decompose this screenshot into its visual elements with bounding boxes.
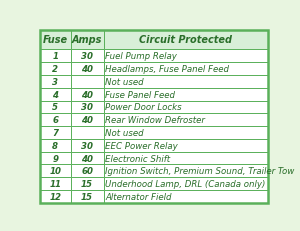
Bar [70,127,104,139]
Bar [103,139,268,152]
Text: 40: 40 [81,90,93,99]
Bar [103,127,268,139]
Text: 30: 30 [81,141,93,150]
Text: Not used: Not used [106,128,144,137]
Text: 1: 1 [52,52,58,61]
Bar [103,50,268,63]
Bar [70,30,104,50]
Text: 3: 3 [52,78,58,87]
Bar [70,190,104,203]
Text: 60: 60 [81,167,93,176]
Bar [70,88,104,101]
Bar [103,76,268,88]
Text: 30: 30 [81,103,93,112]
Text: 15: 15 [81,179,93,188]
Text: Electronic Shift: Electronic Shift [106,154,171,163]
Text: Alternator Field: Alternator Field [106,192,172,201]
Bar [40,127,70,139]
Bar [40,114,70,127]
Text: 40: 40 [81,116,93,125]
Text: Power Door Locks: Power Door Locks [106,103,182,112]
Text: 40: 40 [81,65,93,74]
Text: 9: 9 [52,154,58,163]
Bar [70,152,104,165]
Bar [103,63,268,76]
Bar [70,50,104,63]
Bar [40,165,70,177]
Bar [40,139,70,152]
Text: Ignition Switch, Premium Sound, Trailer Tow: Ignition Switch, Premium Sound, Trailer … [106,167,295,176]
Bar [103,177,268,190]
Bar [103,190,268,203]
Text: Circuit Protected: Circuit Protected [139,35,232,45]
Text: 12: 12 [49,192,61,201]
Bar [70,63,104,76]
Bar [70,114,104,127]
Bar [40,76,70,88]
Text: Fuse Panel Feed: Fuse Panel Feed [106,90,176,99]
Bar [70,139,104,152]
Text: Not used: Not used [106,78,144,87]
Text: 5: 5 [52,103,58,112]
Bar [103,165,268,177]
Bar [103,101,268,114]
Bar [40,50,70,63]
Text: 30: 30 [81,52,93,61]
Bar [40,177,70,190]
Bar [40,190,70,203]
Bar [40,30,70,50]
Bar [70,76,104,88]
Text: Fuel Pump Relay: Fuel Pump Relay [106,52,177,61]
Text: EEC Power Relay: EEC Power Relay [106,141,178,150]
Text: 10: 10 [49,167,61,176]
Bar [103,30,268,50]
Bar [70,165,104,177]
Text: 4: 4 [52,90,58,99]
Text: 2: 2 [52,65,58,74]
Text: 40: 40 [81,154,93,163]
Text: 11: 11 [49,179,61,188]
Text: Underhood Lamp, DRL (Canada only): Underhood Lamp, DRL (Canada only) [106,179,266,188]
Text: 15: 15 [81,192,93,201]
Bar [40,88,70,101]
Bar [40,152,70,165]
Text: Fuse: Fuse [43,35,68,45]
Text: Headlamps, Fuse Panel Feed: Headlamps, Fuse Panel Feed [106,65,230,74]
Text: 6: 6 [52,116,58,125]
Bar [40,63,70,76]
Bar [103,88,268,101]
Text: Amps: Amps [72,35,102,45]
Bar [103,152,268,165]
Bar [70,177,104,190]
Bar [40,101,70,114]
Text: 8: 8 [52,141,58,150]
Text: Rear Window Defroster: Rear Window Defroster [106,116,206,125]
Text: 7: 7 [52,128,58,137]
Bar [103,114,268,127]
Bar [70,101,104,114]
